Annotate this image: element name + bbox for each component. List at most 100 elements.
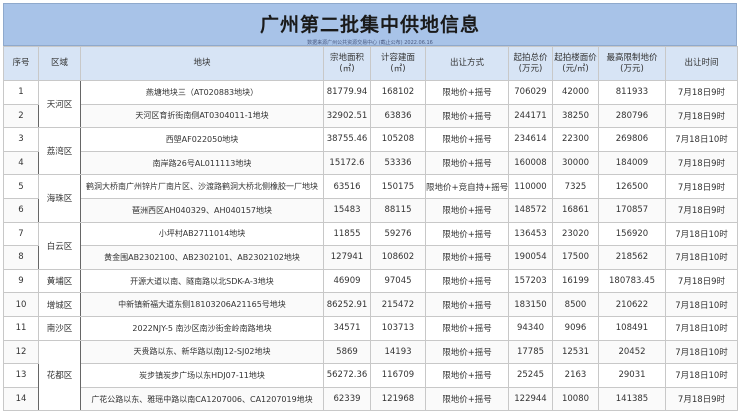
cell-plot: 南岸路26号AL011113地块 [80, 150, 324, 176]
cell-method: 限地价+摇号 [425, 150, 509, 176]
cell-site-area: 81779.94 [323, 80, 371, 105]
column-header: 区域 [38, 46, 81, 81]
cell-plot: 小坪村AB2711014地块 [80, 221, 324, 247]
table-row: 10 增城区 中新镇新福大道东侧18103206A21165号地块 86252.91 2… [3, 292, 738, 317]
header-row: 序号 区域 地块 宗地面积 (㎡) 计容建面 (㎡) 出让方式 起拍总价 (万元) 起拍楼面价 (元/… [3, 46, 738, 81]
cell-site-area: 38755.46 [323, 127, 371, 152]
cell-method: 限地价+摇号 [425, 268, 509, 294]
cell-district: 白云区 [38, 221, 81, 270]
cell-time: 7月18日9时 [665, 80, 738, 105]
cell-plot: 天河区育折街南侧AT0304011-1地块 [80, 103, 324, 129]
cell-site-area: 34571 [323, 315, 371, 341]
column-header: 出让方式 [425, 46, 509, 81]
cell-floor-area: 150175 [370, 174, 426, 199]
cell-time: 7月18日9时 [665, 103, 738, 129]
cell-max-price: 126500 [598, 174, 666, 199]
cell-site-area: 32902.51 [323, 103, 371, 129]
cell-start-unit-price: 8500 [552, 292, 599, 317]
cell-plot: 黄金围AB2302100、AB2302101、AB2302102地块 [80, 245, 324, 270]
table-row: 1 天河区 燕塘地块三（AT020883地块） 81779.94 168102 限地价+摇… [3, 79, 738, 129]
cell-time: 7月18日9时 [665, 386, 738, 412]
cell-start-price: 94340 [508, 315, 553, 341]
cell-max-price: 184009 [598, 150, 666, 176]
cell-start-unit-price: 42000 [552, 80, 599, 105]
table-row: 9 黄埔区 开源大道以南、隧南路以北SDK-A-3地块 46909 97045 限地价+摇… [3, 268, 738, 294]
table-row: 14 广花公路以东、雅瑶中路以南CA1207006、CA1207019地块 6233… [3, 386, 738, 412]
cell-start-price: 706029 [508, 80, 553, 105]
cell-time: 7月18日9时 [665, 268, 738, 294]
cell-start-unit-price: 23020 [552, 221, 599, 247]
table-row: 4 南岸路26号AL011113地块 15172.6 53336 限地价+摇号 16000… [3, 150, 738, 176]
cell-start-price: 122944 [508, 386, 553, 412]
cell-seq: 13 [3, 363, 39, 388]
column-header: 出让时间 [665, 46, 738, 81]
cell-district: 花都区 [38, 339, 81, 412]
cell-seq: 9 [3, 268, 39, 294]
cell-district: 天河区 [38, 79, 81, 129]
cell-plot: 琶洲西区AH040329、AH040157地块 [80, 197, 324, 223]
cell-floor-area: 53336 [370, 150, 426, 176]
cell-seq: 7 [3, 221, 39, 247]
cell-plot: 开源大道以南、隧南路以北SDK-A-3地块 [80, 268, 324, 294]
cell-plot: 西塱AF022050地块 [80, 127, 324, 152]
cell-method: 限地价+摇号 [425, 80, 509, 105]
cell-method: 限地价+摇号 [425, 339, 509, 365]
cell-start-unit-price: 7325 [552, 174, 599, 199]
cell-start-price: 244171 [508, 103, 553, 129]
cell-method: 限地价+摇号 [425, 221, 509, 247]
cell-district: 增城区 [38, 292, 81, 317]
cell-max-price: 141385 [598, 386, 666, 412]
cell-district: 海珠区 [38, 174, 81, 223]
cell-plot: 燕塘地块三（AT020883地块） [80, 80, 324, 105]
table-row: 8 黄金围AB2302100、AB2302101、AB2302102地块 12794… [3, 245, 738, 270]
cell-start-unit-price: 38250 [552, 103, 599, 129]
cell-method: 限地价+摇号 [425, 386, 509, 412]
cell-plot: 广花公路以东、雅瑶中路以南CA1207006、CA1207019地块 [80, 386, 324, 412]
cell-site-area: 11855 [323, 221, 371, 247]
cell-max-price: 29031 [598, 363, 666, 388]
cell-district: 黄埔区 [38, 268, 81, 294]
cell-start-price: 183150 [508, 292, 553, 317]
cell-district: 荔湾区 [38, 127, 81, 176]
cell-start-price: 110000 [508, 174, 553, 199]
cell-floor-area: 59276 [370, 221, 426, 247]
cell-plot: 天贵路以东、新华路以南J12-SJ02地块 [80, 339, 324, 365]
column-header: 宗地面积 (㎡) [323, 46, 371, 81]
table-row: 12 花都区 天贵路以东、新华路以南J12-SJ02地块 5869 14193 限地价+摇… [3, 339, 738, 412]
cell-site-area: 62339 [323, 386, 371, 412]
cell-plot: 鹤洞大桥南广州锌片厂南片区、沙渡路鹤洞大桥北侧橡胶一厂地块 [80, 174, 324, 199]
cell-seq: 3 [3, 127, 39, 152]
table-row: 7 白云区 小坪村AB2711014地块 11855 59276 限地价+摇号 136453… [3, 221, 738, 270]
cell-plot: 炭步镇炭步广场以东HDJ07-11地块 [80, 363, 324, 388]
cell-start-price: 160008 [508, 150, 553, 176]
cell-method: 限地价+摇号 [425, 292, 509, 317]
cell-max-price: 180783.45 [598, 268, 666, 294]
cell-floor-area: 97045 [370, 268, 426, 294]
table-row: 5 海珠区 鹤洞大桥南广州锌片厂南片区、沙渡路鹤洞大桥北侧橡胶一厂地块 63516 15… [3, 174, 738, 223]
cell-plot: 中新镇新福大道东侧18103206A21165号地块 [80, 292, 324, 317]
cell-time: 7月18日9时 [665, 197, 738, 223]
cell-time: 7月18日10时 [665, 221, 738, 247]
cell-start-price: 17785 [508, 339, 553, 365]
cell-seq: 4 [3, 150, 39, 176]
cell-site-area: 86252.91 [323, 292, 371, 317]
cell-time: 7月18日10时 [665, 315, 738, 341]
cell-start-price: 25245 [508, 363, 553, 388]
table-row: 11 南沙区 2022NJY-5 南沙区南沙街金岭南路地块 34571 103713 限地… [3, 315, 738, 341]
column-header: 序号 [3, 46, 39, 81]
cell-site-area: 15483 [323, 197, 371, 223]
cell-max-price: 108491 [598, 315, 666, 341]
cell-time: 7月18日10时 [665, 339, 738, 365]
table-row: 6 琶洲西区AH040329、AH040157地块 15483 88115 限地价+摇号… [3, 197, 738, 223]
cell-plot: 2022NJY-5 南沙区南沙街金岭南路地块 [80, 315, 324, 341]
column-header: 起拍楼面价 (元/㎡) [552, 46, 599, 81]
cell-max-price: 170857 [598, 197, 666, 223]
column-header: 起拍总价 (万元) [508, 46, 553, 81]
cell-site-area: 63516 [323, 174, 371, 199]
cell-max-price: 269806 [598, 127, 666, 152]
cell-start-unit-price: 10080 [552, 386, 599, 412]
cell-start-unit-price: 30000 [552, 150, 599, 176]
cell-start-unit-price: 9096 [552, 315, 599, 341]
cell-method: 限地价+摇号 [425, 127, 509, 152]
